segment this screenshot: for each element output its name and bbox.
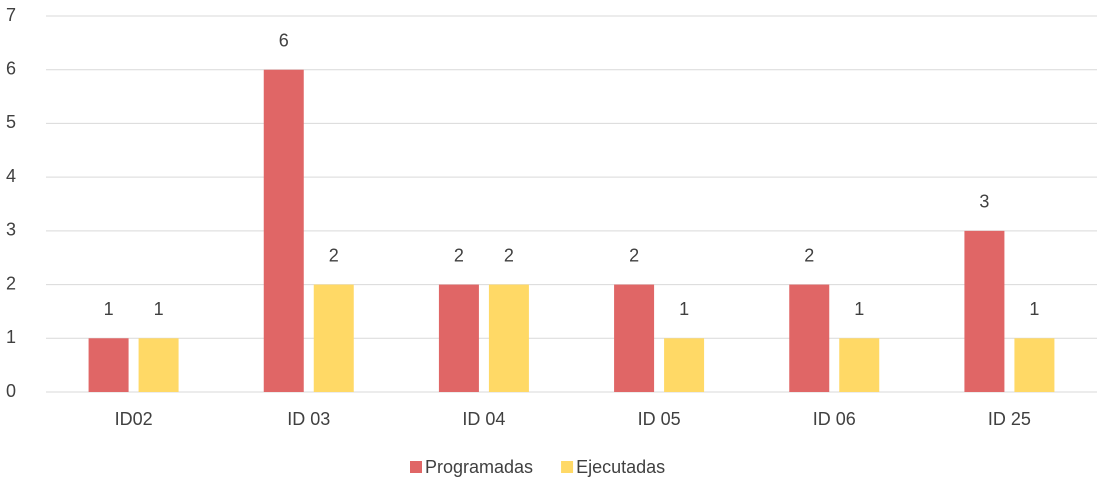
data-label: 1 [679,299,689,319]
bar [138,338,179,392]
data-label: 1 [1029,299,1039,319]
bar [313,284,354,392]
legend-label: Ejecutadas [576,457,665,477]
legend-swatch [561,461,574,473]
legend-label: Programadas [425,457,533,477]
data-label: 2 [804,245,814,265]
bar [88,338,129,392]
x-tick-label: ID 06 [813,409,856,429]
x-tick-label: ID 05 [638,409,681,429]
bar [614,284,655,392]
data-label: 2 [329,245,339,265]
legend-swatch [410,461,422,473]
data-label: 3 [979,192,989,212]
bar [438,284,479,392]
bar [789,284,830,392]
y-tick-label: 4 [6,166,16,186]
data-label: 2 [629,245,639,265]
y-tick-label: 2 [6,273,16,293]
bar [488,284,529,392]
bar [664,338,705,392]
y-tick-label: 6 [6,58,16,78]
y-tick-label: 1 [6,327,16,347]
y-tick-label: 7 [6,5,16,25]
data-label: 1 [104,299,114,319]
data-label: 1 [154,299,164,319]
x-tick-label: ID 25 [988,409,1031,429]
y-tick-label: 3 [6,220,16,240]
bar [1014,338,1055,392]
bar [964,230,1005,392]
x-tick-label: ID 03 [287,409,330,429]
x-tick-label: ID 04 [462,409,505,429]
y-tick-label: 0 [6,381,16,401]
data-label: 2 [454,245,464,265]
data-label: 2 [504,245,514,265]
x-tick-label: ID02 [115,409,153,429]
y-tick-label: 5 [6,112,16,132]
data-label: 1 [854,299,864,319]
data-label: 6 [279,30,289,50]
bar [263,69,304,392]
bar [839,338,880,392]
